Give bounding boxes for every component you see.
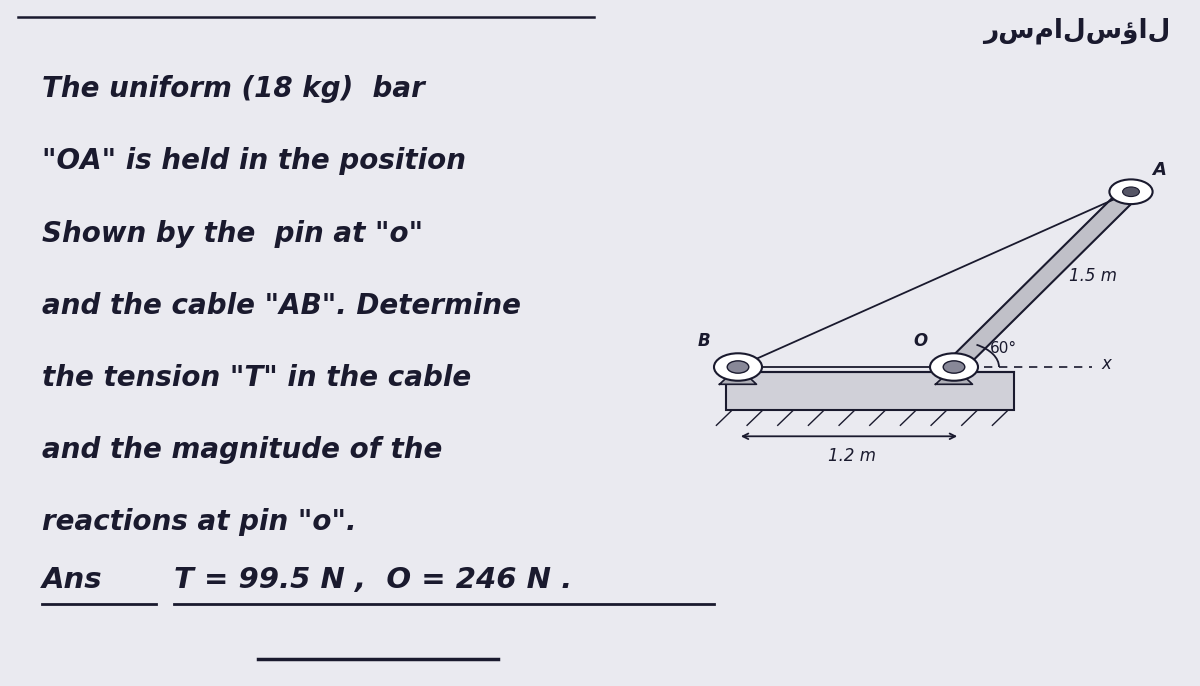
Text: 1.2 m: 1.2 m: [828, 447, 876, 464]
Circle shape: [1110, 180, 1153, 204]
Text: the tension "T" in the cable: the tension "T" in the cable: [42, 364, 472, 392]
Circle shape: [930, 353, 978, 381]
Text: B: B: [698, 332, 710, 350]
Polygon shape: [936, 367, 972, 384]
Text: O: O: [913, 332, 928, 350]
Text: "OA" is held in the position: "OA" is held in the position: [42, 147, 466, 176]
Text: 60°: 60°: [990, 341, 1018, 356]
Polygon shape: [944, 189, 1140, 370]
Circle shape: [943, 361, 965, 373]
Circle shape: [1123, 187, 1140, 197]
Text: T = 99.5 N ,  O = 246 N .: T = 99.5 N , O = 246 N .: [174, 566, 572, 594]
Text: رسمالسؤال: رسمالسؤال: [983, 17, 1170, 44]
Circle shape: [727, 361, 749, 373]
Text: Shown by the  pin at "o": Shown by the pin at "o": [42, 220, 424, 248]
Text: x: x: [1102, 355, 1111, 372]
Text: and the magnitude of the: and the magnitude of the: [42, 436, 443, 464]
Bar: [726, 372, 1014, 410]
Circle shape: [714, 353, 762, 381]
Polygon shape: [720, 367, 756, 384]
Text: 1.5 m: 1.5 m: [1069, 267, 1117, 285]
Text: The uniform (18 kg)  bar: The uniform (18 kg) bar: [42, 75, 425, 104]
Text: A: A: [1153, 161, 1166, 180]
Text: Ans: Ans: [42, 566, 103, 594]
Text: reactions at pin "o".: reactions at pin "o".: [42, 508, 356, 536]
Text: and the cable "AB". Determine: and the cable "AB". Determine: [42, 292, 521, 320]
